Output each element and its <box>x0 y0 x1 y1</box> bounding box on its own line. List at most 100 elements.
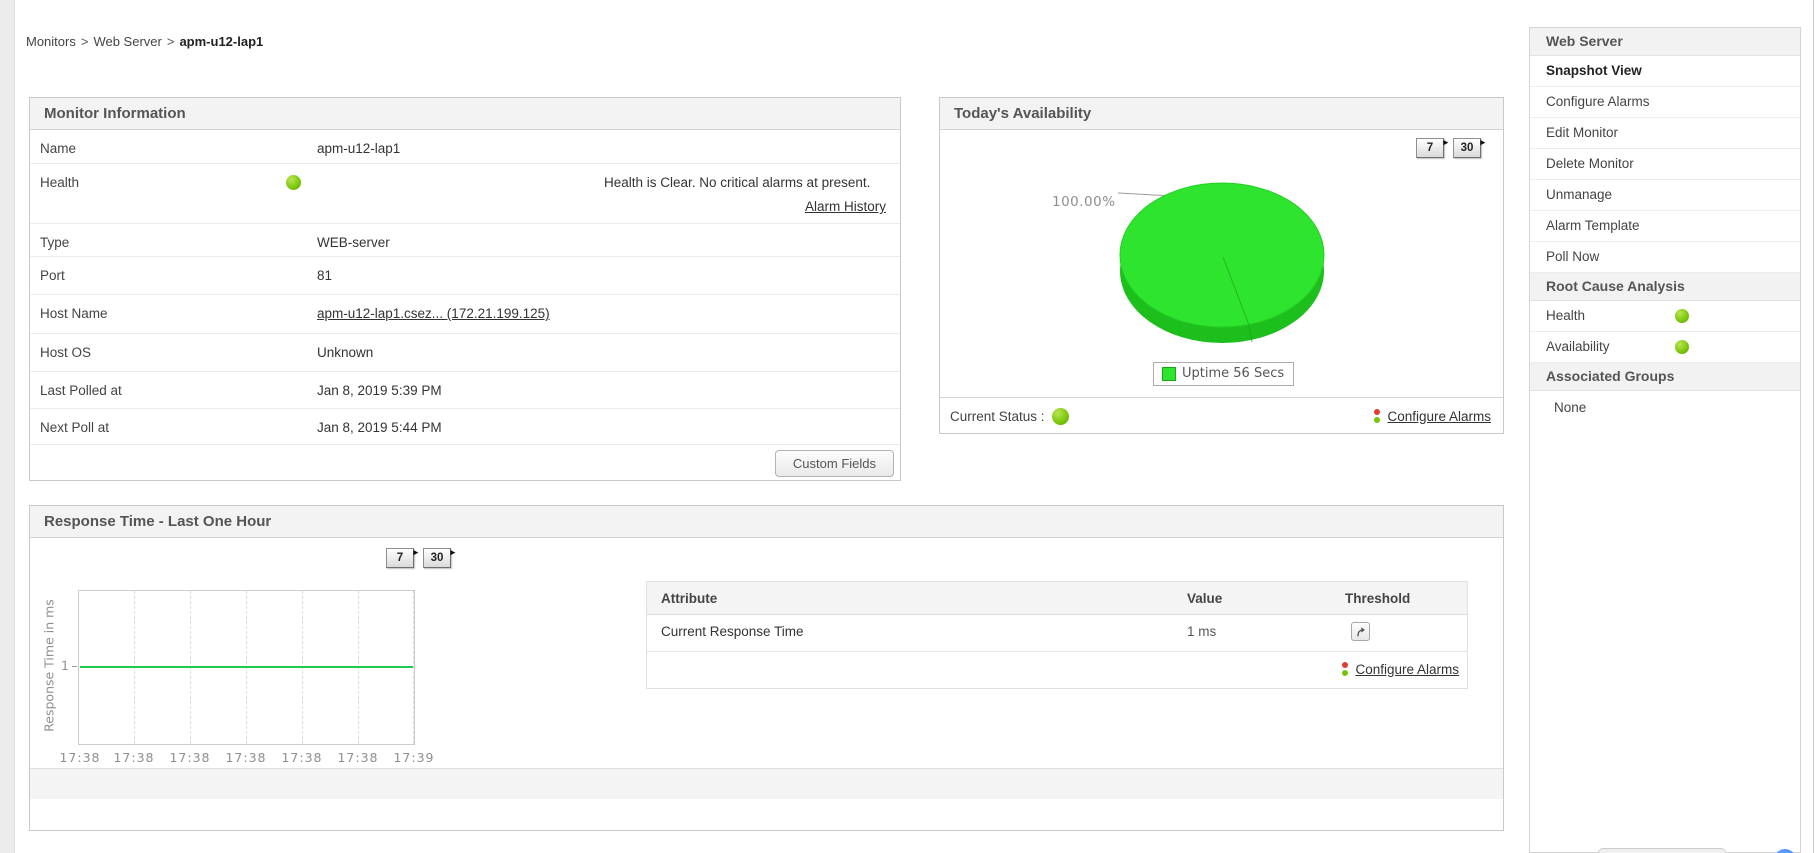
current-status-icon <box>1051 408 1069 425</box>
response-time-series-line <box>80 666 413 668</box>
last-polled-label: Last Polled at <box>40 383 122 398</box>
response-time-title: Response Time - Last One Hour <box>30 506 1503 538</box>
response-time-body: 7 ▸ 30 ▸ Response Time in ms 1 17:38 <box>30 538 1503 799</box>
sidebar-item-unmanage[interactable]: Unmanage <box>1530 180 1800 211</box>
host-os-value: Unknown <box>317 345 374 360</box>
gridline <box>413 591 414 744</box>
chat-widget-partial[interactable] <box>1774 849 1796 853</box>
health-message: Health is Clear. No critical alarms at p… <box>604 175 871 190</box>
attribute-cell: Current Response Time <box>661 624 804 639</box>
name-value: apm-u12-lap1 <box>317 141 401 156</box>
availability-configure-alarms-link[interactable]: Configure Alarms <box>1387 408 1491 424</box>
expand-arrow-icon: ▸ <box>1480 137 1485 147</box>
sidebar-item-delete-monitor[interactable]: Delete Monitor <box>1530 149 1800 180</box>
response-time-panel: Response Time - Last One Hour 7 ▸ 30 ▸ Res… <box>29 505 1504 831</box>
x-axis-ticks: 17:38 17:38 17:38 17:38 17:38 17:38 17:3… <box>59 750 433 766</box>
host-name-link[interactable]: apm-u12-lap1.csez... (172.21.199.125) <box>317 306 550 321</box>
x-tick: 17:38 <box>225 750 267 765</box>
associated-groups-none: None <box>1554 400 1587 415</box>
last-7-days-button[interactable]: 7 ▸ <box>1416 137 1448 158</box>
threshold-arrow-icon <box>1356 626 1365 636</box>
pie-percent-label: 100.00% <box>1052 194 1116 210</box>
value-cell: 1 ms <box>1187 624 1217 639</box>
host-name-label: Host Name <box>40 306 108 321</box>
rca-availability-label: Availability <box>1546 339 1610 354</box>
availability-body: 7 ▸ 30 ▸ 100.00% Uptime 56 Secs Current St… <box>940 130 1503 435</box>
monitor-info-row-last-polled: Last Polled at Jan 8, 2019 5:39 PM <box>30 372 900 409</box>
last-polled-value: Jan 8, 2019 5:39 PM <box>317 383 442 398</box>
edit-threshold-button[interactable] <box>1351 622 1370 641</box>
last-30-days-button[interactable]: 30 ▸ <box>1453 137 1485 158</box>
availability-status-row: Current Status : Configure Alarms <box>940 397 1503 435</box>
next-poll-label: Next Poll at <box>40 420 110 435</box>
port-value: 81 <box>317 268 333 283</box>
host-os-label: Host OS <box>40 345 92 360</box>
expand-arrow-icon: ▸ <box>1443 137 1448 147</box>
port-label: Port <box>40 268 65 283</box>
monitor-information-title: Monitor Information <box>30 98 900 130</box>
sidebar-section-web-server: Web Server <box>1530 28 1800 56</box>
monitor-info-row-host-os: Host OS Unknown <box>30 334 900 372</box>
rca-health-label: Health <box>1546 308 1586 323</box>
uptime-legend-swatch-icon <box>1162 366 1176 381</box>
y-tick-mark <box>72 666 77 667</box>
left-margin-strip <box>0 0 15 853</box>
page-edge-divider <box>1813 0 1814 853</box>
sidebar-item-alarm-template[interactable]: Alarm Template <box>1530 211 1800 242</box>
breadcrumb-monitors[interactable]: Monitors <box>26 34 76 49</box>
collapsed-widget-partial[interactable] <box>1598 848 1726 853</box>
monitor-info-row-port: Port 81 <box>30 257 900 295</box>
monitor-info-footer: Custom Fields <box>30 445 900 482</box>
sidebar-item-configure-alarms[interactable]: Configure Alarms <box>1530 87 1800 118</box>
next-poll-value: Jan 8, 2019 5:44 PM <box>317 420 442 435</box>
alarm-traffic-light-icon <box>1340 661 1350 677</box>
last-7-days-button[interactable]: 7 ▸ <box>386 547 418 568</box>
response-time-attribute-table: Attribute Value Threshold Current Respon… <box>646 581 1468 689</box>
x-tick: 17:38 <box>337 750 379 765</box>
breadcrumb: Monitors > Web Server > apm-u12-lap1 <box>26 34 263 49</box>
monitor-info-row-name: Name apm-u12-lap1 <box>30 130 900 164</box>
response-time-configure-alarms-link[interactable]: Configure Alarms <box>1355 661 1459 677</box>
monitor-info-row-host-name: Host Name apm-u12-lap1.csez... (172.21.1… <box>30 295 900 334</box>
response-time-footer-bar <box>30 768 1503 799</box>
last-30-days-button[interactable]: 30 ▸ <box>423 547 455 568</box>
x-tick: 17:38 <box>169 750 211 765</box>
sidebar-section-associated-groups: Associated Groups <box>1530 363 1800 391</box>
availability-pie-chart <box>1117 182 1325 343</box>
y-axis-label: Response Time in ms <box>41 599 57 732</box>
sidebar-item-edit-monitor[interactable]: Edit Monitor <box>1530 118 1800 149</box>
current-status-label: Current Status : <box>950 409 1045 424</box>
todays-availability-title: Today's Availability <box>940 98 1503 130</box>
breadcrumb-web-server[interactable]: Web Server <box>93 34 162 49</box>
name-label: Name <box>40 141 77 156</box>
current-response-time-row: Current Response Time 1 ms <box>647 615 1467 652</box>
breadcrumb-separator: > <box>80 34 89 49</box>
attribute-table-footer: Configure Alarms <box>647 652 1467 688</box>
x-tick: 17:39 <box>393 750 435 765</box>
rca-health-row: Health <box>1530 301 1800 332</box>
rca-health-status-icon <box>1675 309 1689 323</box>
health-label: Health <box>40 175 80 190</box>
sidebar-item-poll-now[interactable]: Poll Now <box>1530 242 1800 273</box>
x-tick: 17:38 <box>59 750 101 765</box>
todays-availability-panel: Today's Availability 7 ▸ 30 ▸ 100.00% Upti… <box>939 97 1504 434</box>
y-tick-1: 1 <box>61 658 69 673</box>
attribute-column-header: Attribute <box>661 591 718 606</box>
sidebar-item-snapshot-view[interactable]: Snapshot View <box>1530 56 1800 87</box>
alarm-history-link[interactable]: Alarm History <box>804 199 886 214</box>
alarm-traffic-light-icon <box>1372 408 1382 424</box>
monitor-info-row-health: Health Health is Clear. No critical alar… <box>30 164 900 224</box>
monitor-info-row-next-poll: Next Poll at Jan 8, 2019 5:44 PM <box>30 409 900 445</box>
type-value: WEB-server <box>317 235 390 250</box>
rca-availability-status-icon <box>1675 340 1689 354</box>
chart-plot-area <box>78 590 415 745</box>
breadcrumb-current-monitor: apm-u12-lap1 <box>179 34 264 49</box>
sidebar-section-root-cause-analysis: Root Cause Analysis <box>1530 273 1800 301</box>
breadcrumb-separator: > <box>166 34 175 49</box>
pie-legend: Uptime 56 Secs <box>1153 362 1295 386</box>
rca-availability-row: Availability <box>1530 332 1800 363</box>
x-tick: 17:38 <box>281 750 323 765</box>
value-column-header: Value <box>1187 591 1223 606</box>
threshold-column-header: Threshold <box>1345 591 1411 606</box>
custom-fields-button[interactable]: Custom Fields <box>774 450 894 477</box>
